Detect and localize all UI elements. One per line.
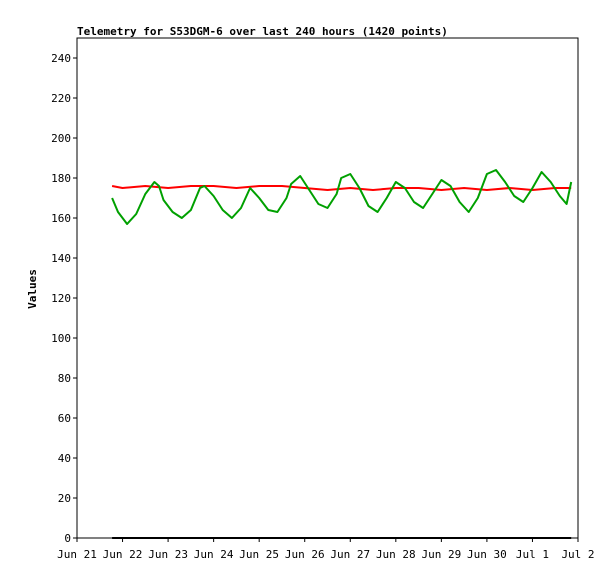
y-tick-label: 80 (58, 372, 71, 385)
y-axis-label: Values (26, 269, 39, 309)
y-tick-label: 220 (51, 92, 71, 105)
x-tick-label: Jun 21 (57, 548, 97, 561)
x-tick-label: Jul 2 (561, 548, 594, 561)
x-tick-label: Jun 22 (103, 548, 143, 561)
y-tick-label: 100 (51, 332, 71, 345)
y-tick-label: 180 (51, 172, 71, 185)
series-line-1 (111, 169, 573, 225)
x-tick-label: Jun 26 (285, 548, 325, 561)
x-tick-label: Jun 29 (421, 548, 461, 561)
x-tick-label: Jun 23 (148, 548, 188, 561)
y-tick-label: 40 (58, 452, 71, 465)
x-tick-label: Jun 24 (194, 548, 234, 561)
chart-title: Telemetry for S53DGM-6 over last 240 hou… (77, 25, 448, 38)
x-tick-label: Jul 1 (516, 548, 549, 561)
y-tick-label: 20 (58, 492, 71, 505)
y-tick-label: 120 (51, 292, 71, 305)
x-tick-label: Jun 27 (330, 548, 370, 561)
y-tick-label: 60 (58, 412, 71, 425)
x-tick-label: Jun 28 (376, 548, 416, 561)
y-tick-label: 140 (51, 252, 71, 265)
y-tick-label: 240 (51, 52, 71, 65)
y-tick-label: 0 (64, 532, 71, 545)
y-tick-label: 200 (51, 132, 71, 145)
x-tick-label: Jun 25 (239, 548, 279, 561)
x-tick-label: Jun 30 (467, 548, 507, 561)
plot-area: 0 20 40 60 80 100 120 140 160 180 200 220 240 Jun 21 J… (51, 37, 595, 561)
y-tick-label: 160 (51, 212, 71, 225)
